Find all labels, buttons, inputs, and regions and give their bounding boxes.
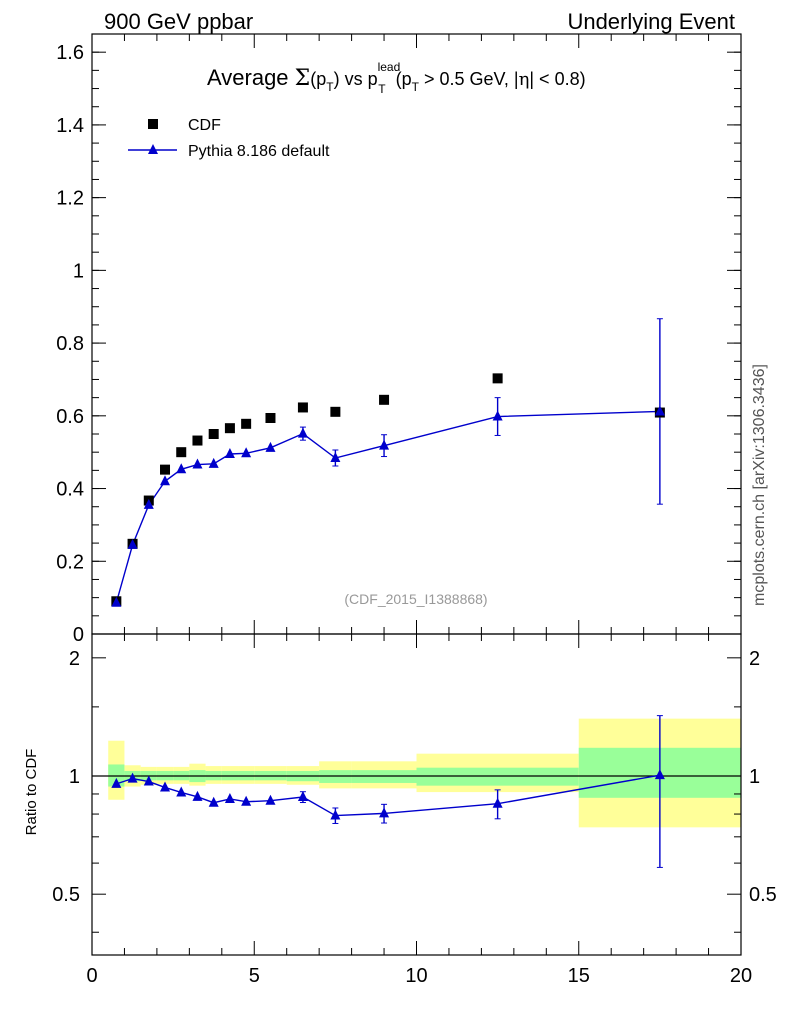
ratio-point [379,807,390,818]
ratio-point [143,775,154,786]
mc-point [379,439,390,450]
band-inner [416,767,579,786]
ratio-ytick-label: 0.5 [52,884,80,906]
title-paren: (p [396,69,412,89]
cdf-point [176,447,187,458]
title-sub-t1: T [326,80,334,94]
header-right: Underlying Event [567,9,735,34]
ratio-point [241,795,252,806]
cdf-point [379,394,390,405]
main-plot: 0 0.2 0.4 0.6 0.8 1 1.2 1.4 1.6 [56,33,742,646]
main-ytick-label: 1.2 [56,188,84,210]
title-sup-lead: lead [378,60,401,74]
ratio-point [265,794,276,805]
mc-point [192,458,203,469]
legend: CDF Pythia 8.186 default [128,117,330,160]
main-ytick-label: 0.6 [56,406,84,428]
legend-label-mc: Pythia 8.186 default [188,143,330,160]
title-cut: > 0.5 GeV, | [419,69,519,89]
ratio-xtick-label: 15 [568,965,590,987]
ratio-point [160,781,171,792]
chart-title: Average Σ(pT) vs plead T (pT > 0.5 GeV, |η… [207,60,586,96]
cdf-point [241,418,252,429]
main-ytick-label: 0.2 [56,551,84,573]
cdf-point [297,402,308,413]
ratio-point [127,772,138,783]
ratio-point [654,769,665,780]
cdf-point [192,435,203,446]
mc-point [160,475,171,486]
mc-point [492,410,503,421]
mc-point [143,498,154,509]
legend-marker-cdf [148,119,158,129]
title-open: (p [310,69,326,89]
main-ytick-label: 0.8 [56,333,84,355]
header-left: 900 GeV ppbar [104,9,253,34]
cdf-point [224,423,235,434]
mc-point [224,448,235,458]
main-ytick-label: 1.4 [56,115,84,137]
mc-point [241,447,252,458]
mc-point [330,452,341,462]
ratio-xtick-label: 5 [249,965,260,987]
main-ytick-label: 0 [73,624,84,646]
ratio-ytick-label: 2 [69,648,80,670]
main-ytick-label: 0.4 [56,479,84,501]
cdf-point [492,373,503,384]
mc-point [127,538,138,549]
title-prefix: Average [207,65,295,90]
ratio-point [208,796,219,807]
ratio-xtick-label: 10 [405,965,427,987]
ratio-plot: 0 5 10 15 20 0.5 0.5 1 1 2 2 [52,633,777,987]
ratio-ytick-label: 1 [69,766,80,788]
mc-point [111,596,122,607]
mc-point [297,427,308,438]
side-label: mcplots.cern.ch [arXiv:1306.3436] [751,364,768,606]
ratio-ylabel: Ratio to CDF [23,749,40,836]
ratio-ytick-label-right: 1 [749,766,760,788]
ratio-point [192,790,203,801]
main-ytick-label: 1 [73,260,84,282]
ratio-point [224,792,235,803]
ratio-point [492,797,503,808]
cdf-point [208,429,219,439]
cdf-point [265,413,276,423]
analysis-id: (CDF_2015_I1388868) [344,591,487,607]
main-ytick-label: 1.6 [56,42,84,64]
ratio-point [111,777,122,788]
ratio-point [176,786,187,797]
legend-marker-mc [148,144,158,154]
ratio-xtick-label: 20 [730,965,752,987]
mc-point [265,441,276,452]
ratio-ytick-label-right: 0.5 [749,884,777,906]
title-tail: | < 0.8) [529,69,585,89]
title-close: ) vs p [334,69,378,89]
ratio-ytick-label-right: 2 [749,648,760,670]
mc-point [654,405,665,416]
mc-point [208,457,219,468]
cdf-point [330,406,341,417]
mc-point [176,463,187,474]
legend-label-cdf: CDF [188,117,221,134]
title-sub-t2: T [378,82,386,96]
title-sigma: Σ [295,66,311,91]
ratio-point [297,791,308,802]
title-sub-t3: T [412,80,420,94]
ratio-xtick-label: 0 [86,965,97,987]
cdf-point [160,464,171,475]
title-eta: η [519,69,530,90]
ratio-point [330,809,341,820]
